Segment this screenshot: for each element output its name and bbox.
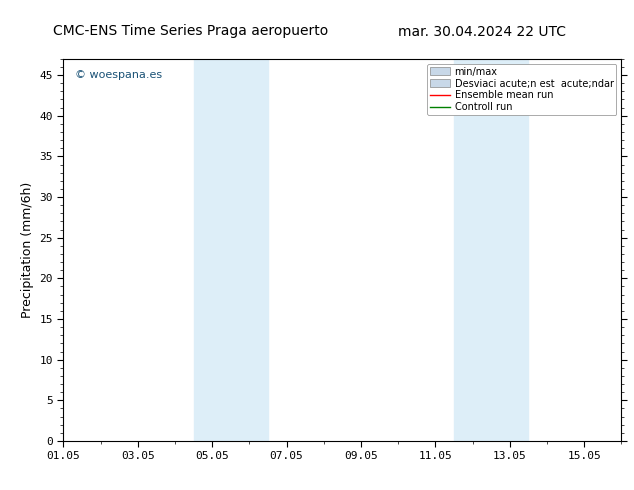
Text: CMC-ENS Time Series Praga aeropuerto: CMC-ENS Time Series Praga aeropuerto — [53, 24, 328, 39]
Bar — [193, 59, 268, 441]
Y-axis label: Precipitation (mm/6h): Precipitation (mm/6h) — [21, 182, 34, 318]
Text: mar. 30.04.2024 22 UTC: mar. 30.04.2024 22 UTC — [398, 24, 566, 39]
Bar — [454, 59, 528, 441]
Legend: min/max, Desviaci acute;n est  acute;ndar, Ensemble mean run, Controll run: min/max, Desviaci acute;n est acute;ndar… — [427, 64, 616, 115]
Text: © woespana.es: © woespana.es — [75, 70, 162, 80]
